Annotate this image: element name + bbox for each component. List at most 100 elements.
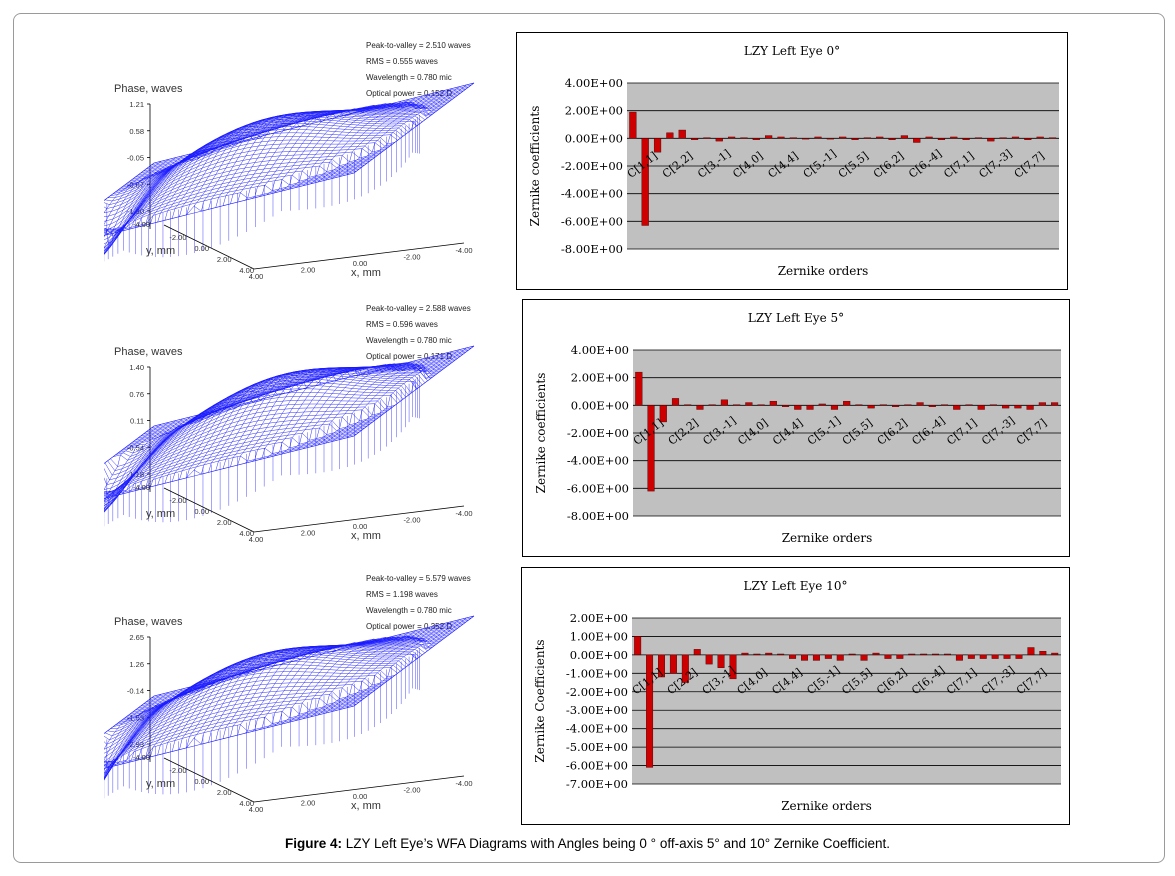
mesh-line [353,615,475,707]
mesh-line [104,395,395,513]
z-tick-label: 0.58 [129,127,144,136]
surface-curtain [104,648,420,799]
mesh-line [317,624,438,716]
bar [641,138,649,226]
mesh-line [104,170,357,235]
surface-mesh [104,345,475,513]
mesh-line [324,623,446,714]
z-axis-label: Phase, waves [114,83,183,95]
bar [646,654,654,768]
mesh-line [104,409,385,509]
bar [876,136,884,139]
bar [1036,136,1044,139]
bar [777,136,785,139]
bar [634,636,642,656]
y-axis-label: y, mm [146,508,175,520]
mesh-line [104,126,404,236]
mesh-line [332,621,453,712]
bar [684,404,692,406]
bar [888,138,896,140]
surface-info-line: RMS = 1.198 waves [366,590,438,599]
y-tick-label: -4.00E+00 [566,722,628,736]
bar [1027,647,1035,656]
mesh-line [259,638,380,730]
surface-info-line: Optical power = 0.152 D [366,89,452,98]
y-tick-label: -5.00E+00 [566,740,628,754]
mesh-line [104,703,357,768]
bar [806,405,814,410]
x-axis-label: x, mm [351,530,381,542]
x-axis-line [253,242,465,270]
bar [777,653,785,656]
mesh-line [339,86,460,177]
x-tick-label: 2.00 [301,799,316,808]
mesh-line [104,667,395,779]
y-tick-label: 2.00 [217,255,232,264]
bar [1038,402,1046,406]
x-axis-label: x, mm [351,800,381,812]
y-tick-label: -2.00E+00 [561,159,623,173]
mesh-line [302,95,424,186]
surface-info-line: Optical power = 0.171 D [366,352,452,361]
bar [708,404,716,406]
bar [937,138,946,140]
mesh-line [310,626,431,718]
mesh-line [215,647,336,741]
y-tick-label: -2.00 [169,766,186,775]
plot-area [632,618,1061,784]
bar [826,138,834,140]
zernike-bar-chart-10: LZY Left Eye 10° 2.00E+00 1.00E+00 0.00E+00… [521,567,1070,825]
mesh-line [201,650,322,745]
bar [635,371,643,406]
bar [863,137,871,139]
bar [940,404,949,406]
bar [962,138,970,140]
mesh-line [201,376,322,475]
bar [967,654,975,659]
mesh-line [324,90,446,181]
x-tick-label: -4.00 [455,779,472,788]
bar [733,404,741,406]
bar [953,405,961,410]
bar [991,654,999,659]
y-tick-label: -6.00E+00 [567,481,629,495]
y-axis-label: Zernike Coefficients [533,639,547,762]
bar [955,654,963,661]
y-tick-label: 0.00E+00 [565,131,623,145]
y-tick-label: 0.00 [194,244,209,253]
surface-info-line: Peak-to-valley = 2.588 waves [366,304,471,313]
surface-mesh [104,615,475,781]
bar [757,404,765,406]
mesh-line [281,363,402,455]
mesh-line [353,82,475,174]
bar [977,405,985,410]
bar [1026,405,1034,410]
bar [1014,405,1022,409]
mesh-line [104,699,363,765]
mesh-line [104,425,155,464]
bar [896,654,904,659]
y-tick-label: -2.00E+00 [567,426,629,440]
bar [879,404,887,406]
mesh-line [104,123,406,231]
bar [892,405,900,407]
surface-info-line: Wavelength = 0.780 mic [366,606,452,615]
mesh-line [104,148,385,255]
mesh-line [132,99,453,180]
x-tick-label: 4.00 [249,272,264,281]
mesh-line [104,406,387,511]
mesh-line [104,680,385,780]
bar [814,136,822,139]
chart-title: LZY Left Eye 0° [744,44,840,58]
y-tick-label: 2.00E+00 [565,104,623,118]
bar [908,653,916,656]
mesh-line [104,161,162,214]
bar [904,404,912,406]
y-tick-label: -2.00 [169,233,186,242]
mesh-line [288,99,409,190]
bar [920,653,928,656]
bar [916,402,924,406]
bar [932,653,940,656]
x-tick-label: 2.00 [301,266,316,275]
y-tick-label: 2.00E+00 [570,611,628,625]
